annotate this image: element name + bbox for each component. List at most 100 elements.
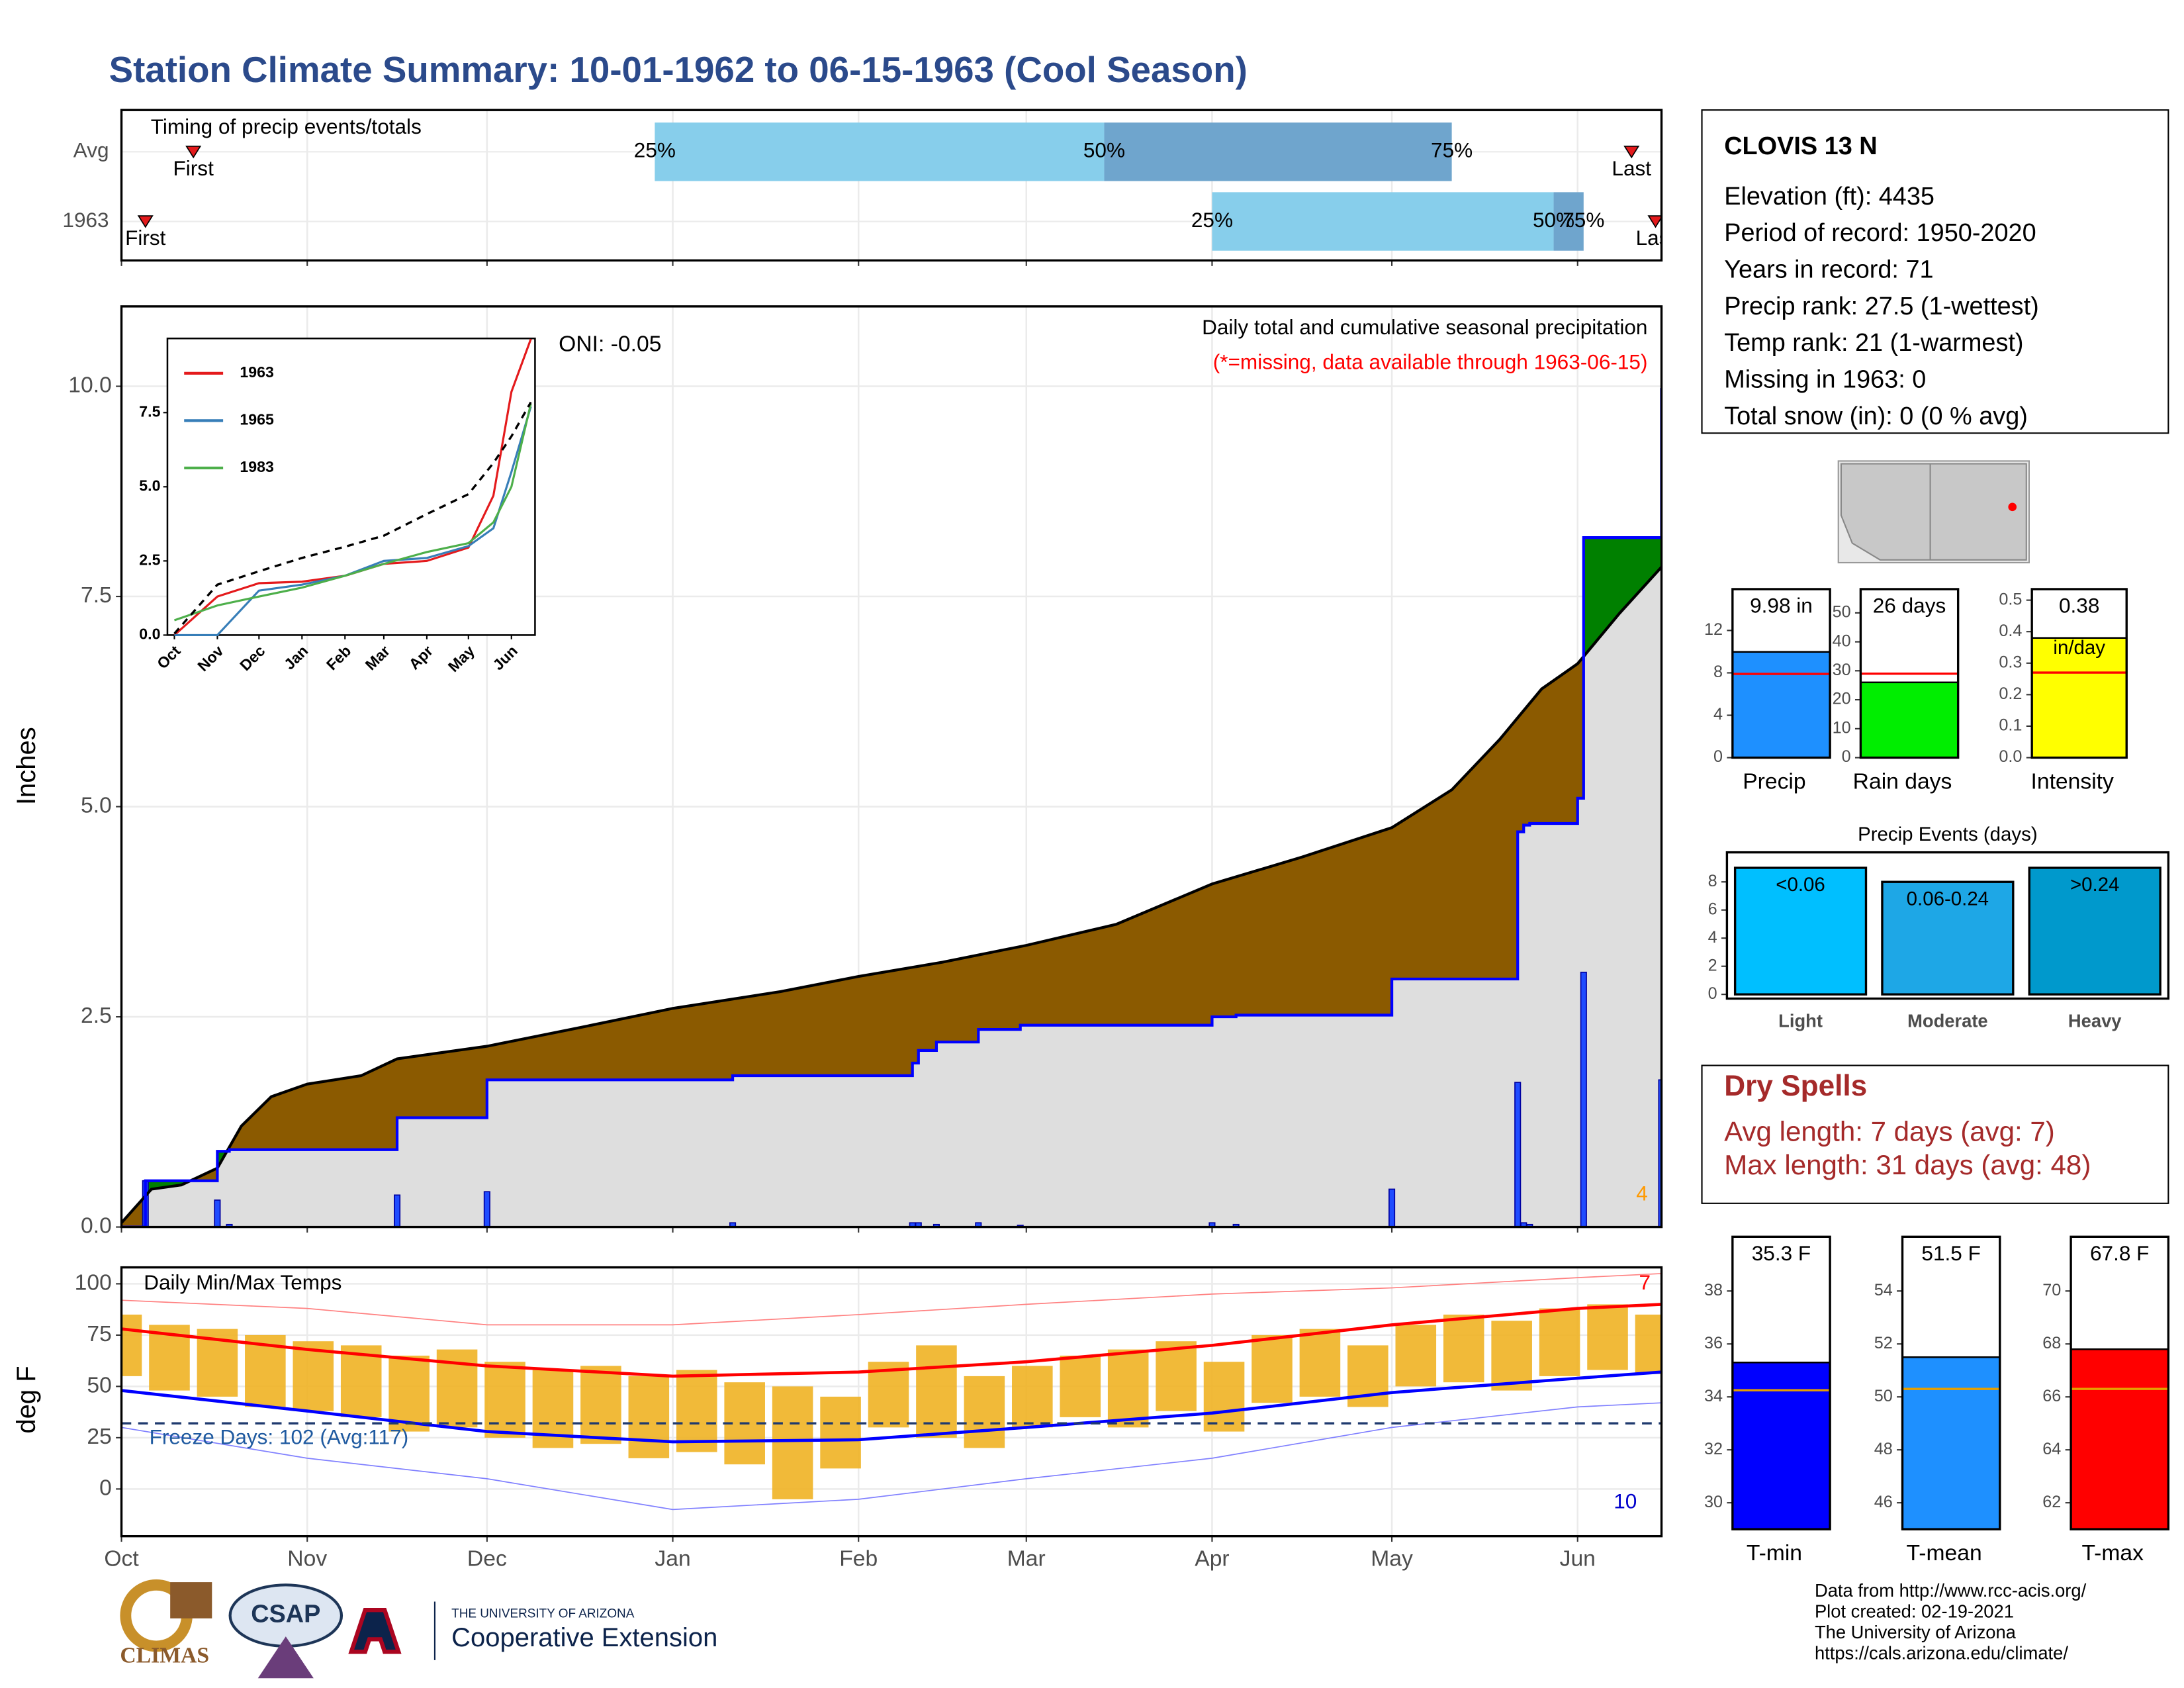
temp-range-bar — [484, 1362, 525, 1438]
station-line: Missing in 1963: 0 — [1724, 365, 1926, 393]
event-marker — [1647, 215, 1662, 228]
y-tick-label: 46 — [1874, 1493, 1893, 1511]
value-label: 51.5 F — [1921, 1241, 1980, 1265]
panel-frame — [1901, 1235, 2001, 1530]
timing-bar — [1212, 192, 1554, 251]
dry-spells-title: Dry Spells — [1724, 1070, 1867, 1102]
csap-icon — [257, 1636, 314, 1679]
station-line: Years in record: 71 — [1724, 256, 1933, 283]
extension-text: Cooperative Extension — [451, 1623, 717, 1652]
y-tick-label: 32 — [1704, 1440, 1723, 1458]
y-tick-label: 2.5 — [139, 551, 160, 568]
temp-range-bar — [1156, 1341, 1197, 1411]
panel-title: Daily Min/Max Temps — [144, 1270, 341, 1294]
daily-bar — [1580, 971, 1587, 1227]
temp-range-bar — [1587, 1304, 1628, 1370]
panel-frame — [1725, 851, 2170, 1000]
climas-icon — [170, 1582, 212, 1618]
y-tick-label: 20 — [1833, 690, 1851, 708]
y-tick-label: 0.2 — [1999, 684, 2022, 703]
dry-spells-line: Max length: 31 days (avg: 48) — [1724, 1149, 2091, 1180]
temp-range-bar — [388, 1355, 430, 1432]
temp-range-bar — [1491, 1321, 1532, 1391]
x-label: Precip — [1743, 769, 1805, 794]
event-label: First — [125, 226, 166, 250]
quantile-label: 75% — [1431, 138, 1473, 162]
quantile-label: 25% — [634, 138, 676, 162]
temp-range-bar — [1539, 1308, 1580, 1376]
value-label: 9.98 in — [1750, 594, 1813, 618]
y-tick-label: 70 — [2042, 1281, 2061, 1299]
x-label: Rain days — [1853, 769, 1952, 794]
x-label: T-max — [2081, 1541, 2144, 1566]
row-label: Avg — [73, 138, 109, 162]
freeze-label: Freeze Days: 102 (Avg:117) — [150, 1425, 409, 1449]
temp-range-bar — [1395, 1325, 1437, 1387]
map-states — [1840, 463, 2027, 561]
x-label: Intensity — [2031, 769, 2115, 794]
summary-bar — [2030, 637, 2128, 759]
summary-bar — [1901, 1356, 2001, 1530]
temp-range-bar — [1635, 1314, 1662, 1374]
x-tick-label: Moderate — [1907, 1011, 1988, 1031]
value-label: 26 days — [1873, 594, 1946, 618]
panel-frame — [120, 109, 1663, 262]
y-tick-label: 4 — [1708, 928, 1717, 947]
y-tick-label: 10 — [1833, 718, 1851, 737]
y-tick-label: 7.5 — [139, 402, 160, 420]
panel-frame — [120, 305, 1663, 1229]
unit-label: in/day — [2053, 637, 2105, 659]
timing-bar — [1553, 192, 1584, 251]
y-tick-label: 66 — [2042, 1387, 2061, 1405]
daily-bar — [1514, 1082, 1522, 1227]
summary-bar — [1731, 1361, 1831, 1530]
y-tick-label: 0.1 — [1999, 716, 2022, 735]
temp-range-bar — [820, 1396, 861, 1469]
bin-label: >0.24 — [2070, 874, 2120, 896]
daily-bar — [483, 1191, 490, 1227]
y-tick-label: 50 — [1833, 603, 1851, 622]
panel-frame — [2030, 588, 2128, 759]
y-tick-label: 0.3 — [1999, 653, 2022, 671]
summary-bar — [1860, 681, 1959, 759]
panel-title: Precip Events (days) — [1858, 823, 2038, 845]
y-tick-label: 8 — [1708, 872, 1717, 890]
temp-range-bar — [964, 1376, 1005, 1448]
credit: Plot created: 02-19-2021 — [1815, 1601, 2014, 1622]
temp-range-bar — [1251, 1335, 1293, 1403]
summary-bar — [1731, 651, 1831, 759]
missing-count: 4 — [1636, 1182, 1648, 1205]
quantile-label: 75% — [1563, 208, 1604, 232]
y-tick-label: 4 — [1713, 705, 1723, 724]
temp-range-bar — [1060, 1355, 1101, 1417]
y-tick-label: 30 — [1833, 661, 1851, 679]
bar — [1733, 867, 1868, 996]
logos: CLIMAS CSAP THE UNIVERSITY OF ARIZONA Co… — [120, 1579, 717, 1679]
season-line — [121, 388, 1662, 1227]
panel-frame — [1731, 1235, 1831, 1530]
avg-max-line — [121, 1303, 1662, 1378]
y-tick-label: 64 — [2042, 1440, 2061, 1458]
station-info: CLOVIS 13 N — [1724, 132, 1877, 160]
y-tick-label: 5.0 — [139, 477, 160, 494]
row-label: 1963 — [62, 208, 109, 232]
event-label: Last — [1636, 226, 1676, 250]
daily-bar — [729, 1222, 737, 1227]
daily-bar — [975, 1222, 982, 1227]
y-tick-label: 50 — [87, 1373, 111, 1397]
y-tick-label: 2 — [1708, 956, 1717, 974]
x-tick-label: Jun — [1560, 1546, 1596, 1571]
temp-range-bar — [1443, 1314, 1484, 1383]
university-text: THE UNIVERSITY OF ARIZONA — [451, 1607, 635, 1620]
subtitle: Daily total and cumulative seasonal prec… — [1202, 315, 1647, 339]
y-axis-label: deg F — [12, 1366, 41, 1433]
credit: The University of Arizona — [1815, 1622, 2017, 1642]
y-tick-label: 0 — [1713, 747, 1723, 766]
timing-title: Timing of precip events/totals — [151, 115, 422, 138]
value-label: 67.8 F — [2090, 1241, 2149, 1265]
y-tick-label: 0.0 — [1999, 747, 2022, 766]
temp-range-bar — [868, 1362, 909, 1428]
y-tick-label: 50 — [1874, 1387, 1893, 1405]
